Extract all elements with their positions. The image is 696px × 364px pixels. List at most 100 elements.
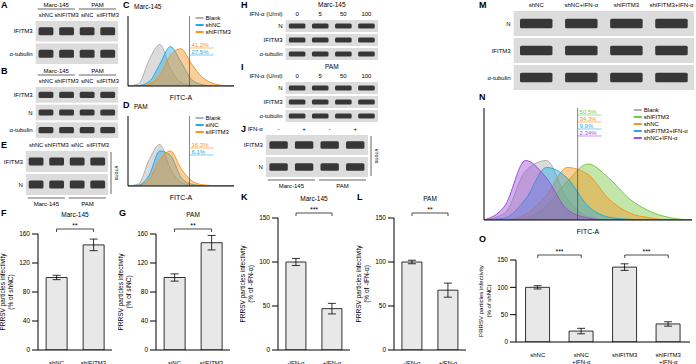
svg-text:α-tubulin: α-tubulin: [259, 113, 282, 119]
svg-text:A: A: [1, 0, 8, 10]
svg-text:C: C: [123, 0, 130, 10]
svg-text:120: 120: [137, 259, 148, 266]
svg-text:N: N: [506, 21, 510, 27]
svg-text:160: 160: [19, 230, 30, 237]
svg-text:PAM: PAM: [91, 68, 104, 74]
svg-text:IFITM3: IFITM3: [264, 37, 284, 43]
svg-text:Marc-145: Marc-145: [279, 183, 305, 189]
svg-text:PAM: PAM: [81, 201, 94, 207]
svg-text:shIFITM3+IFN-α: shIFITM3+IFN-α: [644, 128, 689, 134]
svg-text:siIFITM3: siIFITM3: [87, 142, 109, 148]
svg-text:PRRSV particles infectivity: PRRSV particles infectivity: [240, 245, 247, 323]
svg-text:(% of siNC): (% of siNC): [125, 275, 133, 308]
svg-text:80: 80: [23, 288, 31, 295]
svg-text:40: 40: [141, 317, 149, 324]
svg-text:Marc-145: Marc-145: [300, 195, 328, 202]
svg-text:shNC: shNC: [39, 78, 53, 84]
svg-text:shIFITM3: shIFITM3: [644, 114, 670, 120]
svg-text:Marc-145: Marc-145: [44, 2, 70, 8]
svg-text:(% of shNC): (% of shNC): [7, 274, 15, 309]
svg-text:α-tubulin: α-tubulin: [10, 127, 33, 133]
svg-text:G: G: [119, 208, 126, 218]
svg-text:shNC+IFN-α: shNC+IFN-α: [572, 352, 591, 364]
svg-text:50: 50: [263, 302, 271, 309]
svg-text:IFITM3: IFITM3: [14, 92, 34, 98]
svg-text:N: N: [28, 110, 32, 116]
svg-text:(% of -IFN-α): (% of -IFN-α): [363, 265, 371, 303]
svg-text:150: 150: [259, 214, 270, 221]
svg-text:FITC-A: FITC-A: [170, 194, 193, 200]
svg-text:**: **: [72, 222, 78, 229]
svg-text:50: 50: [501, 311, 509, 318]
svg-text:IFITM3: IFITM3: [264, 99, 284, 105]
svg-text:shNC: shNC: [49, 360, 65, 364]
svg-text:0: 0: [266, 346, 270, 353]
svg-text:siNC: siNC: [71, 142, 83, 148]
svg-text:siNC: siNC: [81, 12, 93, 18]
svg-text:34.3%: 34.3%: [580, 116, 598, 122]
svg-text:Blank: Blank: [206, 15, 222, 21]
svg-text:shIFITM3: shIFITM3: [54, 78, 78, 84]
svg-text:0: 0: [26, 346, 30, 353]
svg-text:shIFITM3+IFN-α: shIFITM3+IFN-α: [656, 352, 682, 364]
svg-text:PAM: PAM: [186, 211, 200, 218]
svg-text:siIFITM3: siIFITM3: [97, 12, 119, 18]
svg-text:shNC: shNC: [530, 352, 546, 358]
svg-text:shNC: shNC: [206, 22, 222, 28]
svg-text:+: +: [353, 126, 357, 132]
svg-text:PRRSV particles infectivity: PRRSV particles infectivity: [0, 253, 7, 331]
svg-text:Marc-145: Marc-145: [34, 201, 60, 207]
svg-text:siIFITM3: siIFITM3: [97, 78, 119, 84]
svg-text:shNC: shNC: [644, 121, 660, 127]
svg-text:PAM: PAM: [91, 2, 104, 8]
svg-text:shNC+IFN-α: shNC+IFN-α: [564, 2, 598, 8]
svg-text:virons: virons: [374, 149, 380, 164]
svg-text:N: N: [18, 182, 22, 188]
svg-text:Blank: Blank: [644, 107, 660, 113]
svg-text:α-tubulin: α-tubulin: [259, 51, 282, 57]
svg-text:50: 50: [340, 11, 347, 17]
svg-text:PRRSV particles infectivity: PRRSV particles infectivity: [478, 264, 484, 337]
svg-text:***: ***: [642, 248, 650, 255]
svg-text:-IFN-α: -IFN-α: [287, 360, 305, 364]
svg-text:L: L: [357, 192, 363, 202]
svg-text:IFITM3: IFITM3: [244, 142, 264, 148]
svg-text:N: N: [479, 92, 486, 102]
svg-text:shIFITM3: shIFITM3: [54, 12, 78, 18]
svg-text:-IFN-α: -IFN-α: [403, 360, 421, 364]
svg-text:120: 120: [19, 259, 30, 266]
svg-text:100: 100: [259, 258, 270, 265]
svg-text:0: 0: [504, 338, 508, 345]
svg-text:40: 40: [23, 317, 31, 324]
svg-text:50.5%: 50.5%: [580, 109, 598, 115]
svg-text:50: 50: [379, 302, 387, 309]
svg-text:siNC: siNC: [81, 78, 93, 84]
svg-text:siNC: siNC: [168, 360, 182, 364]
svg-text:Blank: Blank: [206, 115, 222, 121]
svg-text:160: 160: [137, 230, 148, 237]
svg-text:0: 0: [144, 346, 148, 353]
svg-text:D: D: [123, 100, 130, 110]
svg-text:5: 5: [319, 11, 323, 17]
svg-text:***: ***: [310, 206, 318, 213]
svg-text:IFITM3: IFITM3: [4, 159, 24, 165]
svg-text:***: ***: [555, 248, 563, 255]
svg-text:5: 5: [319, 73, 323, 79]
svg-text:H: H: [241, 0, 248, 10]
svg-text:2.34%: 2.34%: [580, 130, 598, 136]
svg-text:Marc-145: Marc-145: [61, 211, 89, 218]
svg-text:(% of -IFN-α): (% of -IFN-α): [247, 265, 255, 303]
svg-text:F: F: [1, 208, 7, 218]
svg-text:**: **: [427, 206, 433, 213]
svg-text:FITC-A: FITC-A: [577, 228, 600, 234]
svg-text:siNC: siNC: [206, 122, 220, 128]
svg-text:virons: virons: [114, 166, 120, 181]
svg-text:M: M: [479, 0, 487, 10]
svg-text:41.2%: 41.2%: [191, 42, 209, 48]
svg-text:E: E: [1, 140, 7, 150]
svg-text:6.1%: 6.1%: [191, 149, 205, 155]
svg-text:+IFN-α: +IFN-α: [323, 360, 342, 364]
svg-text:FITC-A: FITC-A: [170, 94, 193, 100]
svg-text:shNC: shNC: [29, 142, 43, 148]
svg-text:B: B: [1, 66, 8, 76]
